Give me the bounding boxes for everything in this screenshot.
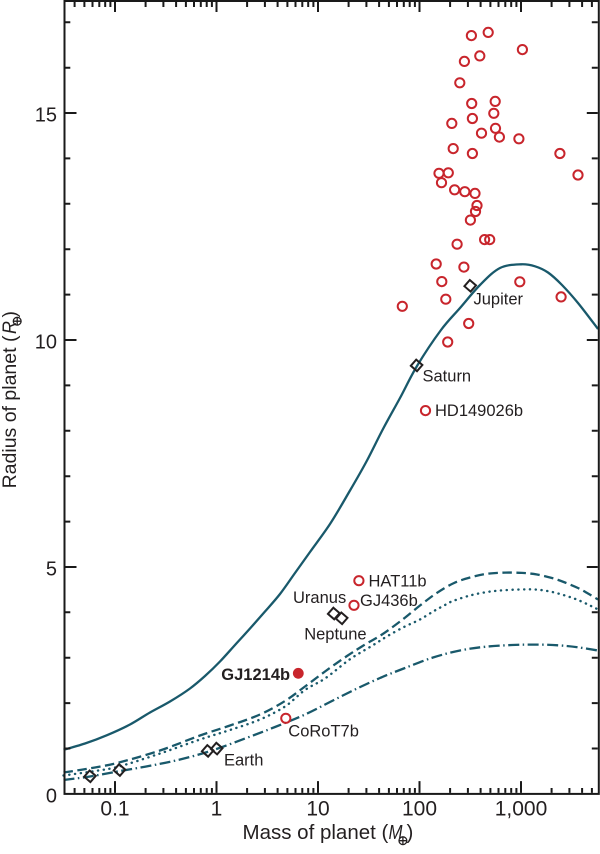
svg-text:HD149026b: HD149026b [435,402,523,420]
svg-text:Uranus: Uranus [293,589,346,607]
svg-text:GJ1214b: GJ1214b [221,666,290,684]
svg-text:10: 10 [35,332,57,354]
svg-text:Saturn: Saturn [423,368,472,386]
svg-text:1: 1 [211,797,223,820]
svg-text:5: 5 [46,559,57,581]
svg-text:10: 10 [306,797,329,820]
svg-text:HAT11b: HAT11b [369,573,427,591]
svg-text:100: 100 [402,797,437,820]
svg-text:0.1: 0.1 [100,797,129,820]
svg-text:Neptune: Neptune [304,626,366,644]
svg-text:Jupiter: Jupiter [474,291,524,309]
svg-text:GJ436b: GJ436b [360,592,418,610]
svg-text:15: 15 [35,105,57,127]
svg-text:): ) [407,821,414,844]
svg-text:): ) [0,311,21,318]
svg-text:Mass of planet (: Mass of planet ( [243,821,389,844]
svg-text:Earth: Earth [224,751,263,769]
svg-text:1,000: 1,000 [495,797,548,820]
svg-text:Radius of planet (: Radius of planet ( [0,335,21,488]
svg-text:0: 0 [46,786,57,808]
svg-text:CoRoT7b: CoRoT7b [288,723,359,741]
